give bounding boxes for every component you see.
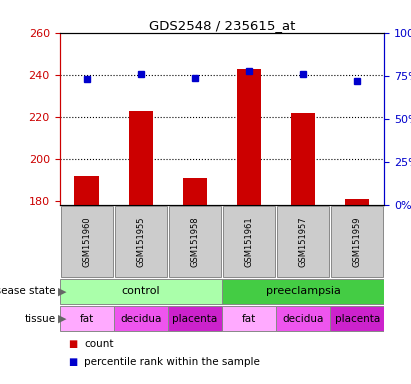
Bar — [183, 178, 207, 205]
Bar — [222, 279, 384, 304]
Bar — [223, 207, 275, 276]
Text: decidua: decidua — [282, 313, 324, 323]
Text: fat: fat — [79, 313, 94, 323]
Text: placenta: placenta — [335, 313, 380, 323]
Bar — [291, 113, 315, 205]
Text: preeclampsia: preeclampsia — [266, 286, 341, 296]
Text: decidua: decidua — [120, 313, 162, 323]
Bar — [129, 111, 153, 205]
Text: ▶: ▶ — [58, 286, 66, 296]
Bar — [222, 306, 276, 331]
Text: GSM151955: GSM151955 — [136, 216, 145, 267]
Text: count: count — [84, 339, 114, 349]
Text: percentile rank within the sample: percentile rank within the sample — [84, 357, 260, 367]
Text: ▶: ▶ — [58, 313, 66, 323]
Bar — [61, 207, 113, 276]
Text: GSM151961: GSM151961 — [245, 216, 254, 267]
Bar — [277, 207, 329, 276]
Text: control: control — [122, 286, 160, 296]
Text: GSM151960: GSM151960 — [82, 216, 91, 267]
Bar — [345, 199, 369, 205]
Bar — [60, 306, 114, 331]
Bar — [168, 306, 222, 331]
Bar — [169, 207, 221, 276]
Bar — [74, 175, 99, 205]
Bar — [276, 306, 330, 331]
Bar — [60, 279, 222, 304]
Text: ■: ■ — [68, 339, 77, 349]
Text: GSM151957: GSM151957 — [299, 216, 307, 267]
Title: GDS2548 / 235615_at: GDS2548 / 235615_at — [149, 19, 295, 32]
Bar — [330, 306, 384, 331]
Text: tissue: tissue — [24, 313, 55, 323]
Text: disease state: disease state — [0, 286, 55, 296]
Text: placenta: placenta — [172, 313, 217, 323]
Text: GSM151958: GSM151958 — [190, 216, 199, 267]
Text: ■: ■ — [68, 357, 77, 367]
Bar — [114, 306, 168, 331]
Text: GSM151959: GSM151959 — [353, 216, 362, 267]
Bar — [331, 207, 383, 276]
Bar — [237, 69, 261, 205]
Bar — [115, 207, 167, 276]
Text: fat: fat — [242, 313, 256, 323]
